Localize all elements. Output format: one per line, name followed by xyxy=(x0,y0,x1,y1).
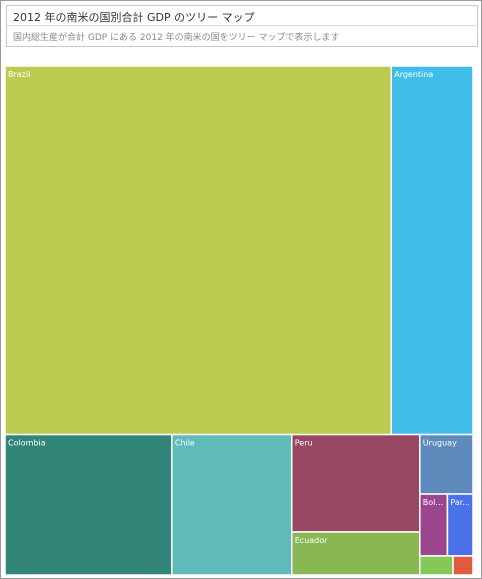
treemap-tile-rect[interactable] xyxy=(420,556,453,575)
treemap-tile-rect[interactable] xyxy=(172,435,292,575)
treemap-tile-brazil[interactable]: Brazil xyxy=(5,66,391,435)
treemap-tile-rect[interactable] xyxy=(5,435,172,575)
treemap-tile-bol[interactable]: Bol... xyxy=(420,494,448,556)
treemap-tile-par[interactable]: Par... xyxy=(447,494,473,556)
treemap-tile-label: Par... xyxy=(450,498,470,507)
treemap-tile-uruguay[interactable]: Uruguay xyxy=(420,435,473,495)
treemap-tile-peru[interactable]: Peru xyxy=(292,435,420,532)
treemap-tile-rect[interactable] xyxy=(391,66,473,435)
treemap-tile-label: Argentina xyxy=(394,70,433,79)
treemap-tile-label: Bol... xyxy=(423,498,443,507)
treemap-tile-label: Chile xyxy=(175,439,195,448)
treemap-tile-label: Ecuador xyxy=(295,536,328,545)
treemap-tile-label: Brazil xyxy=(8,70,30,79)
treemap-tile-colombia[interactable]: Colombia xyxy=(5,435,172,575)
treemap-tile-rect[interactable] xyxy=(5,66,391,435)
treemap-tile-label: Peru xyxy=(295,439,313,448)
treemap-tile-rect[interactable] xyxy=(292,435,420,532)
treemap-tile-label: Colombia xyxy=(8,439,46,448)
treemap-tile-label: Uruguay xyxy=(423,439,457,448)
treemap-tile-unlabeled-10[interactable] xyxy=(453,556,473,575)
treemap-tile-chile[interactable]: Chile xyxy=(172,435,292,575)
treemap-tile-ecuador[interactable]: Ecuador xyxy=(292,532,420,575)
treemap-tile-unlabeled-9[interactable] xyxy=(420,556,453,575)
treemap-tile-rect[interactable] xyxy=(453,556,473,575)
treemap-tile-argentina[interactable]: Argentina xyxy=(391,66,473,435)
